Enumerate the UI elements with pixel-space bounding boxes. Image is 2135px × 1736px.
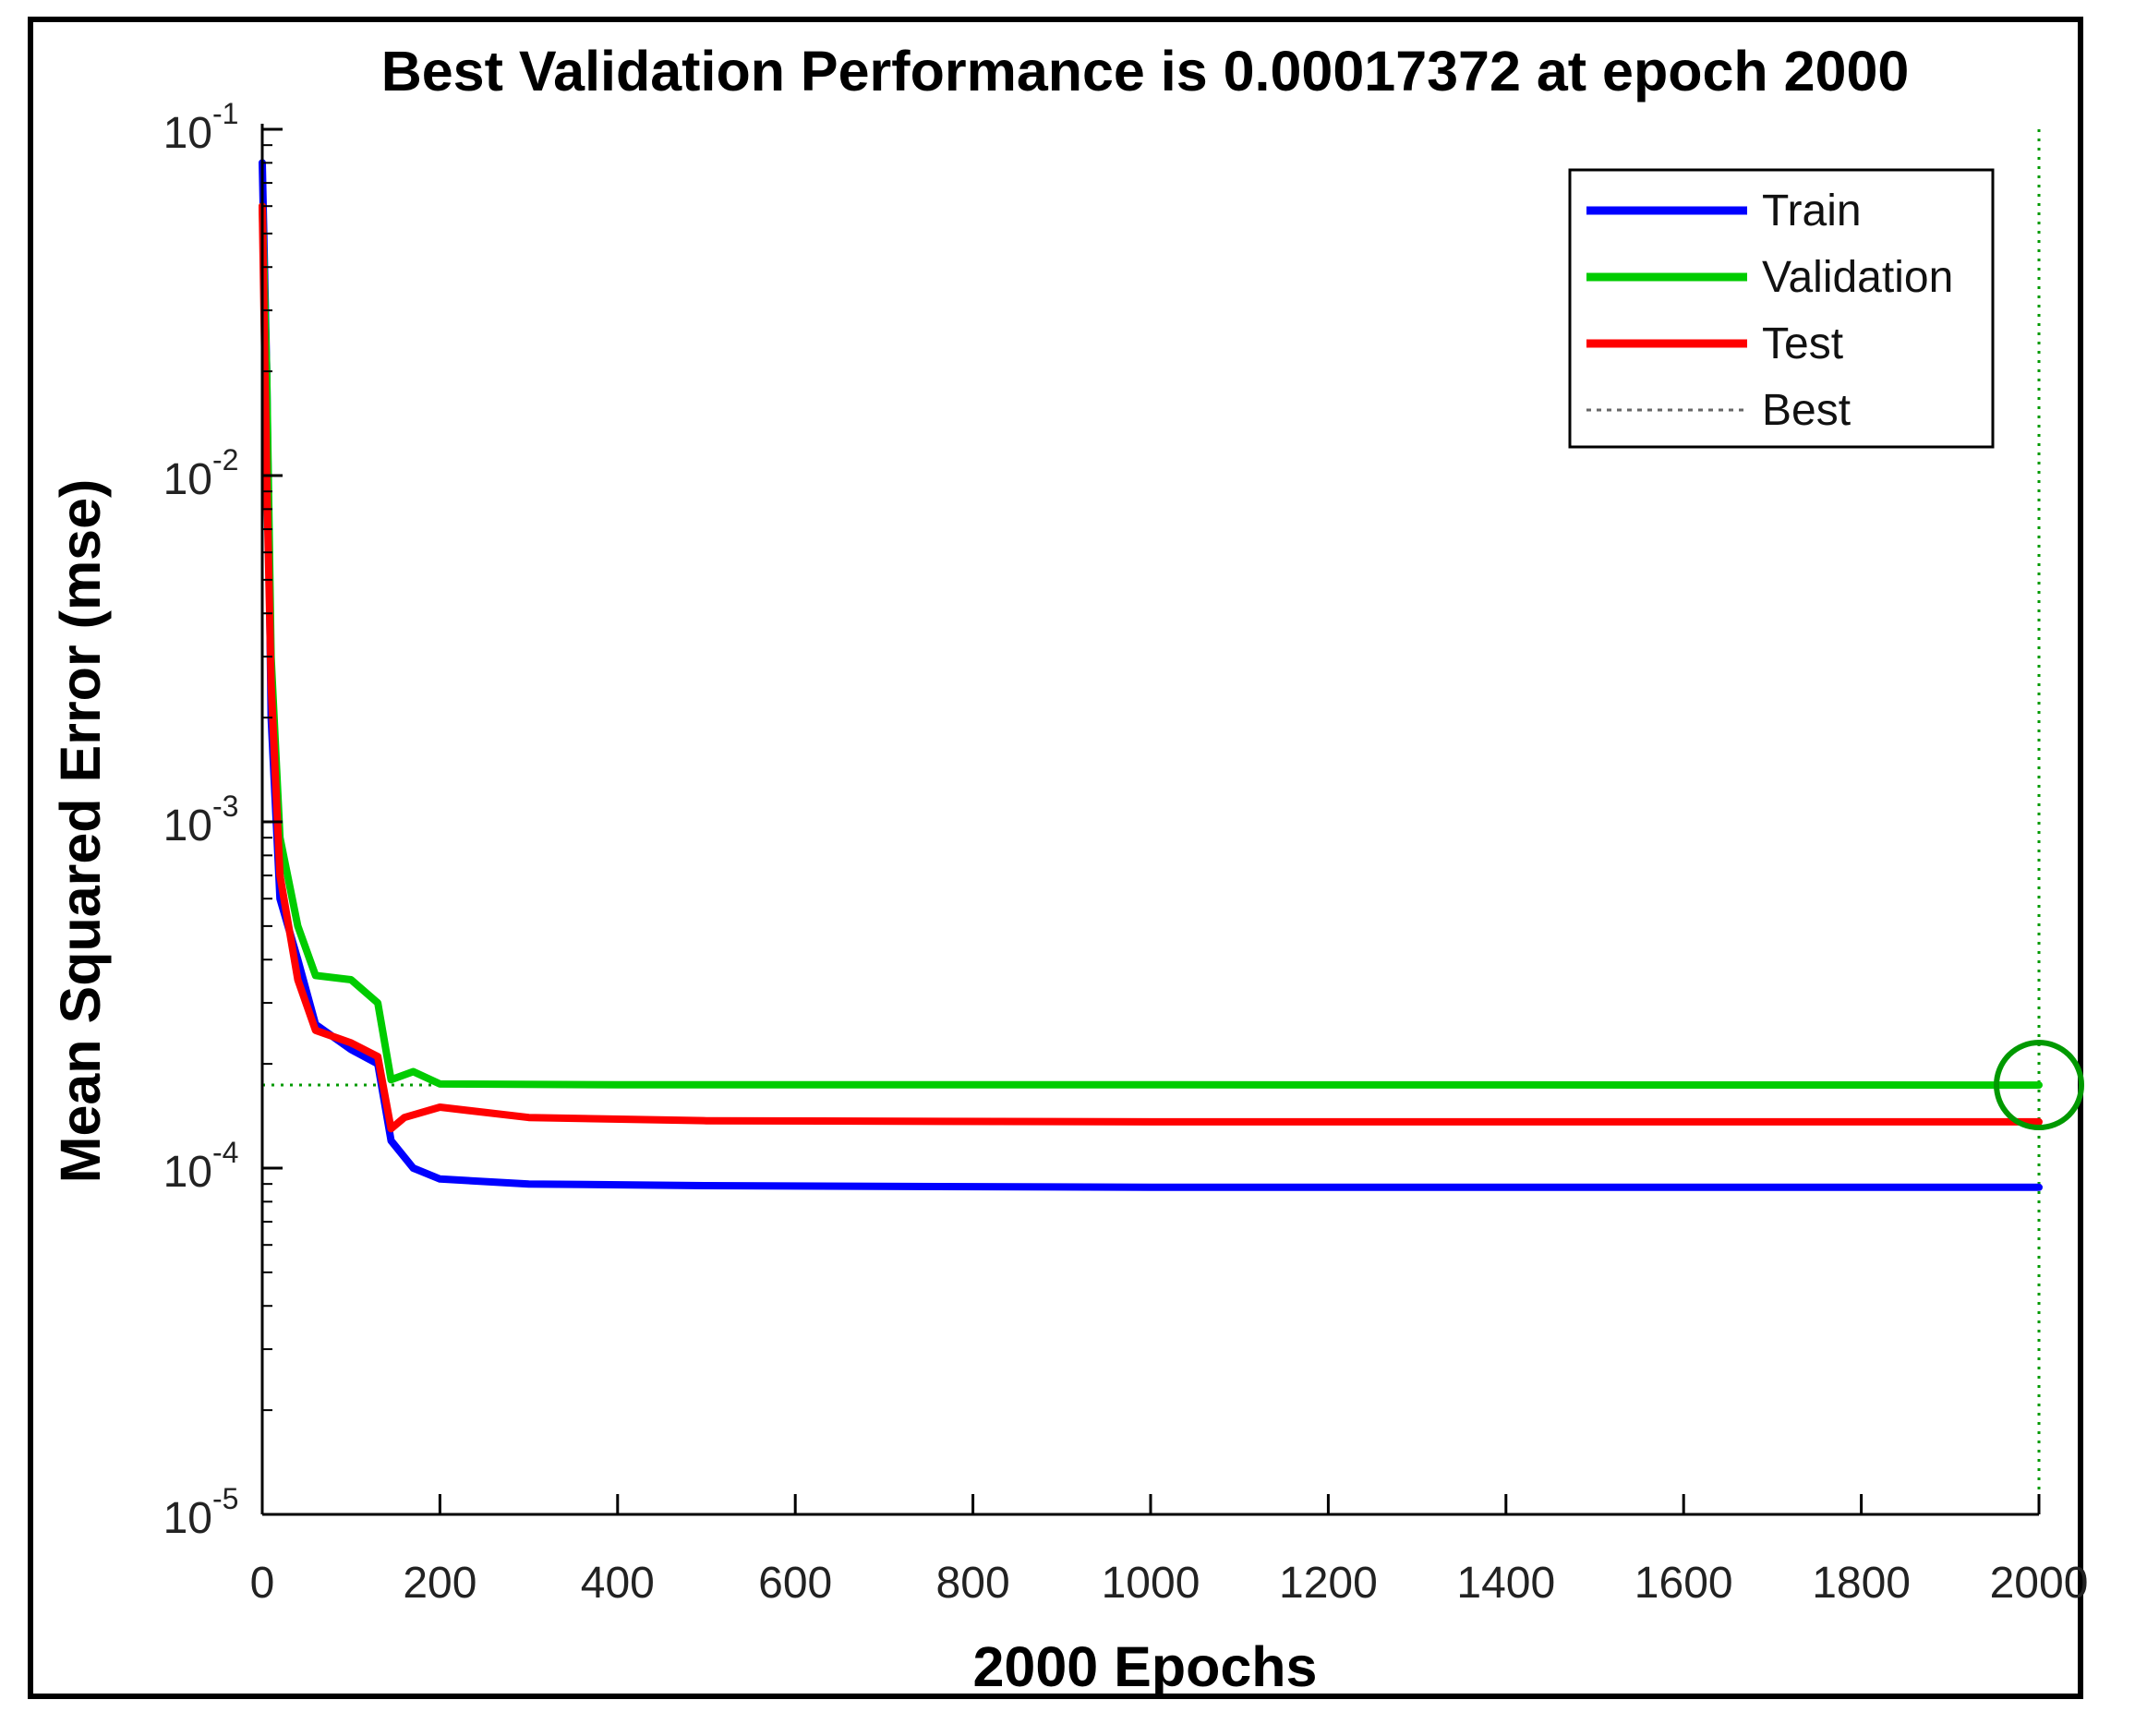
- x-tick-label: 600: [758, 1559, 832, 1608]
- y-tick-label: 10: [163, 109, 212, 158]
- y-tick-exponent: -2: [212, 443, 238, 476]
- chart-title: Best Validation Performance is 0.0001737…: [381, 40, 1910, 102]
- legend-box: [1568, 168, 1995, 449]
- y-tick-exponent: -5: [212, 1482, 238, 1515]
- x-tick-label: 1600: [1634, 1559, 1733, 1608]
- y-ticks: 10-510-410-310-210-1: [163, 97, 283, 1543]
- x-tick-label: 800: [936, 1559, 1010, 1608]
- legend-label-train: Train: [1762, 187, 1862, 235]
- y-tick-exponent: -1: [212, 97, 238, 130]
- y-tick-exponent: -3: [212, 790, 238, 823]
- y-axis-label: Mean Squared Error (mse): [49, 479, 112, 1184]
- x-tick-label: 0: [250, 1559, 275, 1608]
- legend: Train Validation Test Best: [1568, 168, 1995, 449]
- series-lines: [259, 159, 2043, 1191]
- legend-label-test: Test: [1762, 319, 1843, 368]
- x-tick-label: 1200: [1279, 1559, 1378, 1608]
- best-marker: [1994, 1040, 2084, 1131]
- x-tick-label: 2000: [1990, 1559, 2089, 1608]
- y-tick-exponent: -4: [212, 1136, 238, 1169]
- x-tick-label: 400: [581, 1559, 655, 1608]
- series-test-line: [259, 202, 2043, 1133]
- legend-items: Train Validation Test Best: [1586, 187, 1953, 435]
- x-tick-label: 1000: [1102, 1559, 1200, 1608]
- y-tick-label: 10: [163, 455, 212, 504]
- legend-label-validation: Validation: [1762, 253, 1953, 302]
- x-tick-label: 1800: [1812, 1559, 1911, 1608]
- best-marker-circle: [1994, 1040, 2084, 1131]
- y-tick-label: 10: [163, 802, 212, 850]
- x-axis-label: 2000 Epochs: [973, 1635, 1318, 1698]
- y-tick-label: 10: [163, 1494, 212, 1543]
- x-ticks: 0 200 400 600 800 1000 1200 1400 1600 1800 2000: [250, 1494, 2089, 1608]
- x-tick-label: 1400: [1456, 1559, 1555, 1608]
- x-tick-label: 200: [403, 1559, 476, 1608]
- y-tick-label: 10: [163, 1148, 212, 1197]
- legend-label-best: Best: [1762, 386, 1851, 435]
